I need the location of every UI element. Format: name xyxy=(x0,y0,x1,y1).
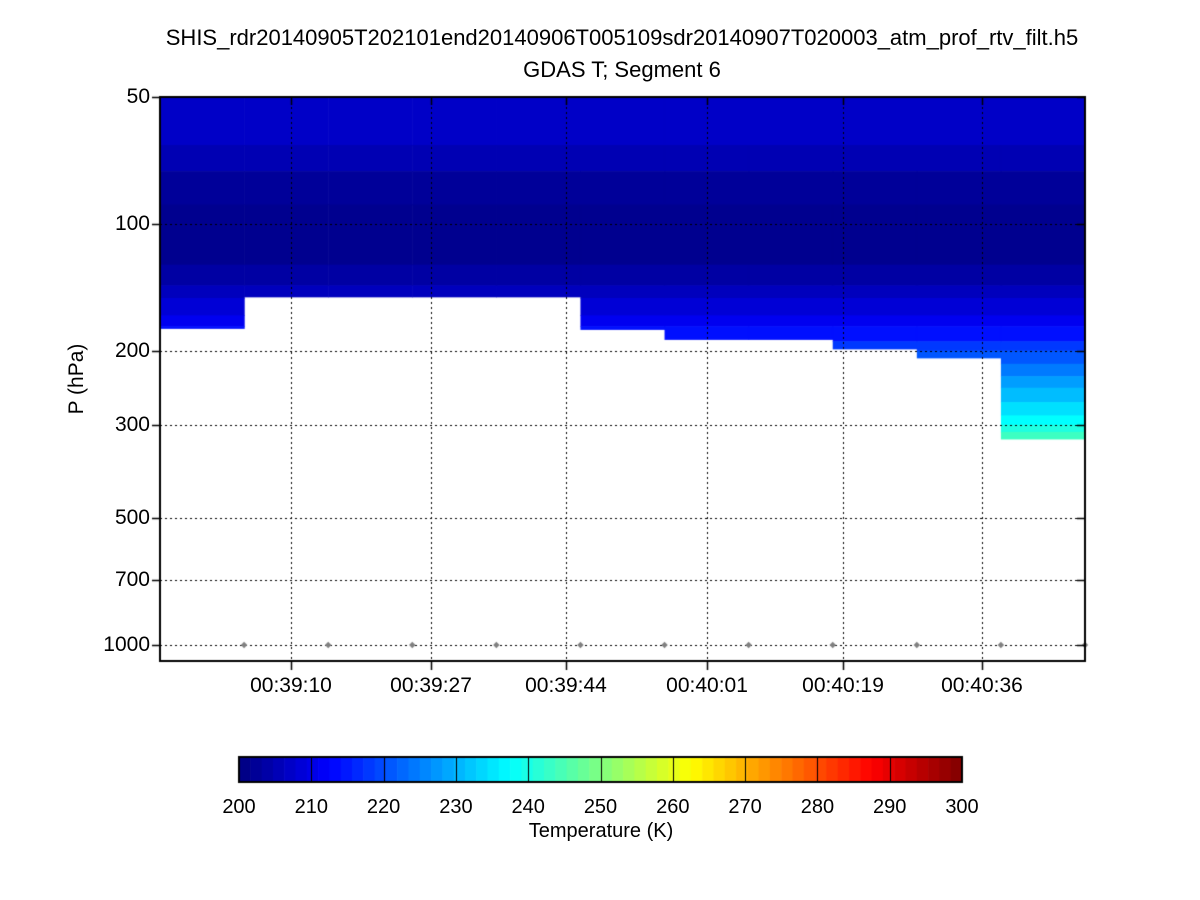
colorbar-tick-label: 280 xyxy=(800,796,835,818)
plot-subtitle: GDAS T; Segment 6 xyxy=(523,57,721,82)
y-tick-label: 1000 xyxy=(103,633,150,656)
y-tick-label: 300 xyxy=(114,412,150,436)
x-tick-label: 00:40:36 xyxy=(941,674,1023,697)
colorbar-tick-label: 240 xyxy=(511,796,545,818)
y-tick-label: 100 xyxy=(114,211,150,235)
plot-title: SHIS_rdr20140905T202101end20140906T00510… xyxy=(165,25,1079,50)
colorbar-tick-label: 230 xyxy=(439,796,473,818)
x-tick-label: 00:39:27 xyxy=(390,674,472,697)
colorbar-tick-label: 290 xyxy=(873,796,907,818)
colorbar-tick-label: 210 xyxy=(294,796,328,818)
colorbar-tick-label: 200 xyxy=(222,796,256,818)
x-tick-label: 00:40:19 xyxy=(802,674,884,697)
y-tick-label: 500 xyxy=(114,506,150,530)
x-tick-label: 00:39:44 xyxy=(525,674,607,697)
colorbar-tick-label: 260 xyxy=(656,796,690,818)
colorbar-tick-label: 250 xyxy=(583,796,618,818)
y-tick-label: 50 xyxy=(126,85,150,108)
colorbar-tick-label: 270 xyxy=(728,796,762,818)
colorbar-tick-label: 300 xyxy=(945,796,979,818)
y-tick-label: 200 xyxy=(114,338,150,362)
colorbar-title: Temperature (K) xyxy=(528,820,674,842)
y-tick-label: 700 xyxy=(114,567,150,591)
x-tick-label: 00:39:10 xyxy=(250,674,332,697)
x-tick-label: 00:40:01 xyxy=(666,674,748,697)
colorbar-tick-label: 220 xyxy=(366,796,401,818)
